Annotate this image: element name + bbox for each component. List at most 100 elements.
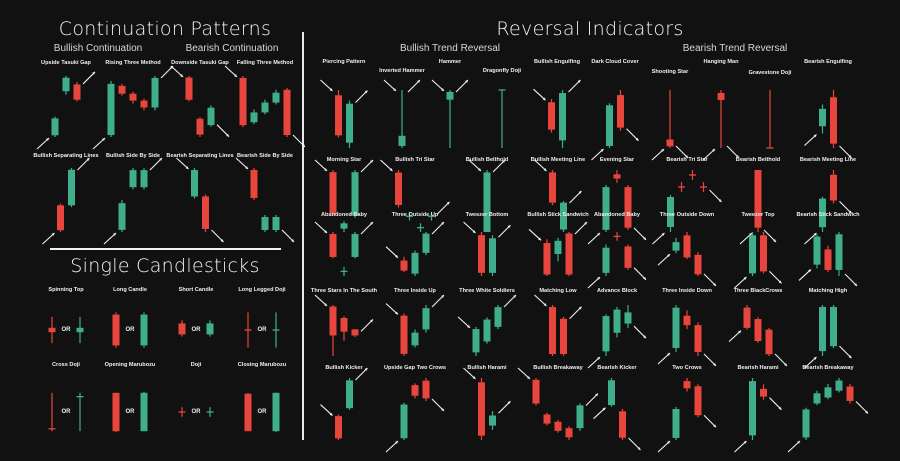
bullish-candle (489, 415, 496, 426)
trend-arrow-head (578, 191, 582, 194)
trend-arrow-head (393, 88, 396, 91)
bearish-continuation-subtitle: Bearish Continuation (185, 43, 279, 54)
trend-arrow-head (865, 410, 868, 414)
pattern-label: Bearish Engulfing (804, 59, 852, 65)
pattern-label: Spinning Top (48, 287, 84, 293)
bearish-candle (543, 243, 551, 275)
trend-arrow-head (578, 306, 582, 310)
pattern-label: Long Candle (113, 287, 147, 293)
bearish-candle (329, 172, 337, 214)
trend-arrow-head (324, 168, 327, 171)
bearish-candle (548, 102, 555, 130)
single-candlesticks-title: Single Candlesticks (70, 255, 260, 277)
bearish-candle (694, 386, 702, 416)
trend-arrow-line (839, 200, 852, 214)
bullish-candle (749, 381, 756, 436)
bearish-candle (196, 118, 204, 135)
trend-arrow-head (395, 441, 398, 444)
bearish-candle (411, 385, 419, 396)
trend-arrow-head (643, 236, 646, 240)
trend-arrow-line (628, 437, 641, 451)
bullish-candle (346, 103, 353, 143)
trend-arrow-line (726, 145, 740, 159)
trend-arrow-head (226, 133, 229, 137)
pattern-label: Abandoned Baby (321, 212, 367, 218)
bullish-candle (606, 105, 613, 146)
bullish-candle (261, 217, 269, 230)
trend-arrow-head (51, 233, 55, 236)
bullish-candle (140, 314, 148, 346)
pattern-label: Evening Star (599, 157, 635, 163)
trend-arrow-line (728, 330, 742, 343)
trend-arrow-head (577, 80, 581, 83)
trend-arrow-head (329, 88, 333, 91)
pattern-label: Dragonfly Doji (482, 68, 522, 74)
trend-arrow-line (633, 267, 647, 281)
bullish-trend-reversal-subtitle: Bullish Trend Reversal (399, 43, 501, 54)
bullish-candle (129, 170, 137, 188)
trend-arrow-head (543, 168, 547, 171)
trend-arrow-head (848, 155, 852, 158)
bearish-candle (395, 172, 402, 205)
pattern-label: Bullish Side By Side (105, 153, 161, 159)
bearish-candle (129, 93, 137, 101)
bullish-candle (140, 170, 148, 188)
trend-arrow-head (467, 325, 470, 328)
bullish-candle (483, 319, 491, 342)
trend-arrow-line (633, 227, 647, 241)
trend-arrow-line (769, 397, 782, 411)
bearish-candle (73, 84, 81, 100)
trend-arrow-head (472, 230, 476, 233)
trend-arrow-head (180, 74, 183, 77)
bullish-candle (422, 233, 430, 253)
trend-arrow-line (844, 273, 858, 287)
bullish-candle (118, 203, 126, 230)
pattern-label: Tweezer Top (741, 212, 775, 218)
trend-arrow-head (324, 303, 327, 306)
bullish-candle (560, 202, 567, 230)
bullish-candle (398, 135, 406, 146)
trend-arrow-line (763, 229, 777, 243)
trend-arrow-line (216, 124, 230, 138)
pattern-label: Hanging Man (703, 59, 739, 65)
bearish-candle (619, 411, 626, 438)
trend-arrow-head (92, 71, 95, 75)
trend-arrow-head (848, 210, 852, 214)
trend-arrow-head (808, 269, 811, 273)
trend-arrow-line (503, 294, 517, 308)
bearish-candle (178, 323, 186, 335)
bearish-candle (613, 174, 621, 179)
trend-arrow-line (587, 232, 601, 245)
pattern-label: Bullish Belthold (465, 157, 509, 163)
trend-arrow-line (314, 159, 328, 172)
bearish-candle (118, 85, 126, 94)
bearish-candle (830, 97, 837, 144)
bullish-candle (472, 329, 480, 353)
trend-arrow-line (569, 306, 582, 320)
trend-arrow-line (468, 159, 482, 172)
trend-arrow-head (478, 168, 481, 171)
bullish-candle (422, 308, 430, 330)
trend-arrow-line (407, 79, 421, 93)
pattern-label: Three BlackCrows (733, 288, 783, 294)
bullish-candle (802, 409, 810, 438)
trend-arrow-line (431, 398, 445, 412)
bearish-candle (549, 306, 556, 355)
bearish-candle (329, 306, 337, 336)
pattern-label: Hammer (438, 59, 462, 65)
trend-arrow-line (42, 232, 55, 245)
trend-arrow-head (643, 335, 646, 339)
trend-arrow-head (507, 401, 511, 405)
bullish-candle (835, 234, 843, 270)
trend-arrow-line (769, 270, 782, 284)
trend-arrow-head (441, 408, 444, 412)
trend-arrow-head (395, 311, 398, 315)
pattern-label: Falling Three Method (236, 60, 294, 66)
trend-arrow-head (329, 412, 333, 416)
trend-arrow-line (149, 157, 163, 171)
pattern-label: Bullish Kicker (325, 365, 363, 371)
or-label: OR (125, 327, 135, 333)
bearish-candle (532, 379, 540, 404)
trend-arrow-head (713, 283, 716, 286)
trend-arrow-head (538, 237, 541, 241)
